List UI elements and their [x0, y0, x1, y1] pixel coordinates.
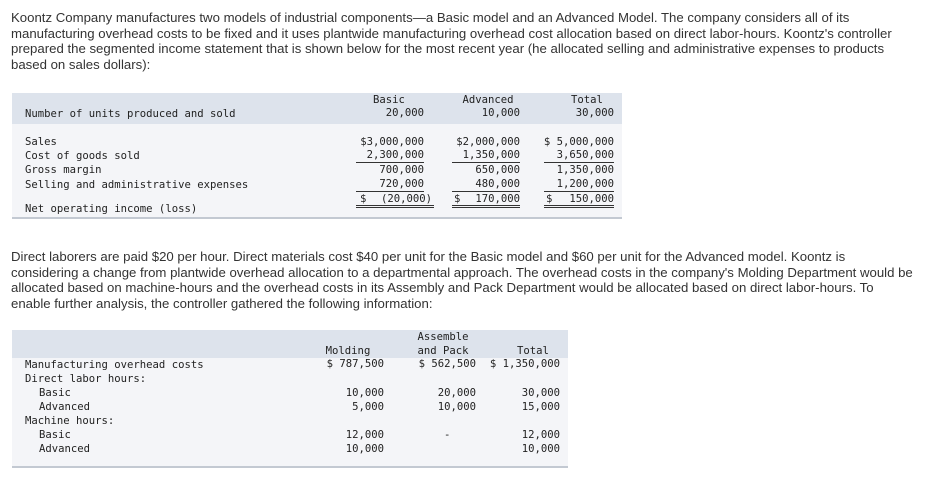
row-gross-margin-advanced: 650,000 [475, 164, 520, 176]
units-total: 30,000 [575, 107, 614, 119]
row-sales-advanced: $2,000,000 [456, 136, 520, 148]
row-cogs-total: 3,650,000 [544, 149, 614, 163]
net-total-value: 150,000 [569, 193, 614, 205]
oh-row-mh-basic-molding: 12,000 [345, 429, 384, 441]
net-advanced-value: 170,000 [475, 193, 520, 205]
row-gross-margin-basic: 700,000 [379, 164, 424, 176]
net-total-sign: $ [546, 193, 553, 205]
oh-row-mfg-overhead-molding: $ 787,500 [326, 358, 384, 370]
oh-row-dl-basic-label: Basic [39, 387, 71, 399]
oh-row-dl-advanced-total: 15,000 [521, 401, 560, 413]
oh-row-dl-basic-molding: 10,000 [345, 387, 384, 399]
row-net-income-label: Net operating income (loss) [25, 203, 198, 215]
units-basic: 20,000 [385, 107, 424, 119]
oh-row-mh-basic-total: 12,000 [521, 429, 560, 441]
oh-row-mfg-overhead-assemble: $ 562,500 [418, 358, 476, 370]
overhead-table: Molding Assemble and Pack Total Manufact… [12, 330, 568, 468]
oh-row-mh-basic-label: Basic [39, 429, 71, 441]
units-advanced: 10,000 [481, 107, 520, 119]
oh-row-mh-advanced-molding: 10,000 [345, 443, 384, 455]
oh-row-dl-basic-total: 30,000 [521, 387, 560, 399]
oh-row-dl-advanced-molding: 5,000 [352, 401, 384, 413]
overhead-table-bottom-rule [12, 466, 568, 468]
oh-row-mh-basic-assemble: - [444, 429, 451, 441]
row-gross-margin-label: Gross margin [25, 164, 102, 176]
row-selling-admin-advanced: 480,000 [452, 178, 520, 192]
net-basic-underline [356, 193, 434, 208]
net-advanced-underline [452, 193, 520, 208]
oh-row-dl-advanced-label: Advanced [39, 401, 91, 413]
oh-row-dl-basic-assemble: 20,000 [437, 387, 476, 399]
header-molding: Molding [325, 345, 371, 357]
row-cogs-label: Cost of goods sold [25, 150, 140, 162]
income-statement-table: Basic Advanced Total Number of units pro… [12, 93, 622, 219]
oh-row-mfg-overhead-total: $ 1,350,000 [489, 358, 560, 370]
oh-row-mh-advanced-total: 10,000 [521, 443, 560, 455]
row-sales-total: $ 5,000,000 [543, 136, 614, 148]
row-cogs-basic: 2,300,000 [356, 149, 424, 163]
income-table-header-band [12, 93, 622, 124]
header-overhead-total: Total [517, 345, 549, 357]
net-basic-value: (20,000) [380, 193, 432, 205]
row-sales-label: Sales [25, 136, 57, 148]
row-selling-admin-label: Selling and administrative expenses [25, 179, 249, 191]
oh-row-dl-advanced-assemble: 10,000 [437, 401, 476, 413]
row-selling-admin-basic: 720,000 [356, 178, 424, 192]
income-table-bottom-rule [12, 217, 622, 219]
net-total-underline [544, 193, 614, 208]
header-assemble-line1: Assemble [417, 331, 469, 343]
row-sales-basic: $3,000,000 [360, 136, 424, 148]
oh-row-machine-hours-label: Machine hours: [25, 415, 115, 427]
units-label: Number of units produced and sold [25, 108, 236, 120]
oh-row-direct-labor-label: Direct labor hours: [25, 373, 147, 385]
income-table-body [12, 124, 622, 217]
net-advanced-sign: $ [454, 193, 461, 205]
header-total: Total [571, 94, 603, 106]
header-basic: Basic [373, 94, 405, 106]
intro-paragraph: Koontz Company manufactures two models o… [11, 10, 892, 72]
oh-row-mfg-overhead-label: Manufacturing overhead costs [25, 359, 204, 371]
overhead-table-header-band [12, 330, 568, 358]
header-assemble-line2: and Pack [417, 345, 469, 357]
second-paragraph: Direct laborers are paid $20 per hour. D… [11, 249, 913, 311]
oh-row-mh-advanced-label: Advanced [39, 443, 91, 455]
row-selling-admin-total: 1,200,000 [544, 178, 614, 192]
row-gross-margin-total: 1,350,000 [556, 164, 614, 176]
net-basic-sign: $ [360, 193, 367, 205]
overhead-table-body [12, 358, 568, 466]
header-advanced: Advanced [462, 94, 514, 106]
row-cogs-advanced: 1,350,000 [452, 149, 520, 163]
